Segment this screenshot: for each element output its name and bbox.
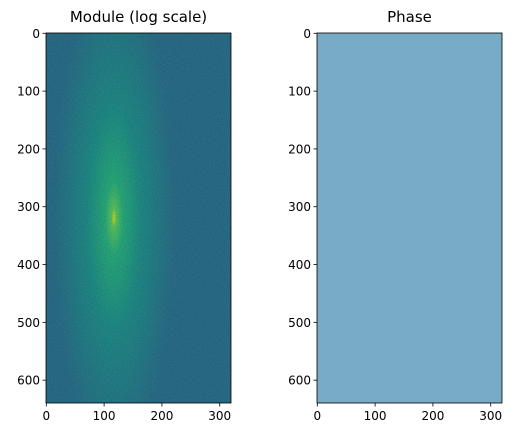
axes-frame: [316, 32, 503, 404]
axes-frame: [45, 32, 232, 404]
image: [317, 33, 502, 403]
y-tick-label: 600: [17, 374, 40, 388]
x-tick-label: 100: [364, 409, 387, 423]
y-tick-label: 500: [288, 316, 311, 330]
y-tick-label: 400: [288, 258, 311, 272]
y-tick-label: 400: [17, 258, 40, 272]
axes-title: Module (log scale): [70, 8, 207, 26]
y-tick-label: 500: [17, 316, 40, 330]
x-tick-label: 300: [479, 409, 502, 423]
axes-title: Phase: [387, 8, 432, 26]
y-tick-label: 200: [288, 142, 311, 156]
x-tick-label: 100: [93, 409, 116, 423]
x-tick-label: 300: [208, 409, 231, 423]
y-tick-label: 100: [288, 85, 311, 99]
y-tick-label: 300: [288, 200, 311, 214]
x-tick-label: 200: [150, 409, 173, 423]
axes: Phase 0 100 200 300 0 100 200 300 400 500 600: [288, 8, 503, 423]
x-tick-label: 0: [42, 409, 50, 423]
axes: Module (log scale) 0 100 200 300 0 100 200 300 40…: [17, 8, 232, 423]
y-tick-label: 0: [303, 27, 311, 41]
x-tick-label: 0: [313, 409, 321, 423]
image-texture: [46, 33, 231, 403]
y-tick-label: 300: [17, 200, 40, 214]
y-tick-label: 200: [17, 142, 40, 156]
y-tick-label: 100: [17, 85, 40, 99]
x-tick-label: 200: [421, 409, 444, 423]
y-tick-label: 0: [32, 27, 40, 41]
y-tick-label: 600: [288, 374, 311, 388]
